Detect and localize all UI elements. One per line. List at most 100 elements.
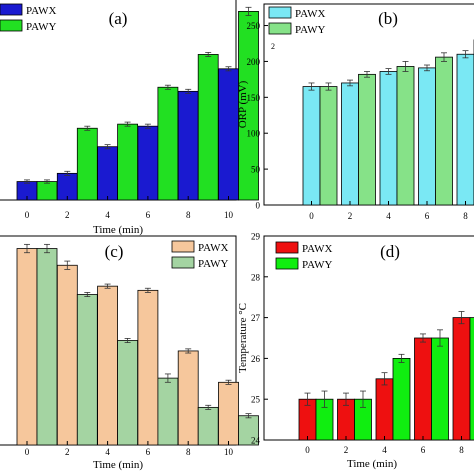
x-axis-label: Time (min) [347, 458, 397, 470]
y-tick-label: 25 [251, 395, 261, 405]
bar [76, 127, 98, 201]
legend-swatch [268, 6, 292, 19]
x-axis-label: Time (min) [93, 224, 143, 236]
bar [177, 350, 199, 446]
y-axis-label: Temperature °C [237, 303, 249, 373]
bar [319, 86, 338, 206]
chart-panel-1: 0 2 4 6 8 10 Time (min) (a) PAWX PAWY [0, 0, 259, 236]
legend-swatch [275, 257, 299, 270]
panel-label: (c) [105, 242, 124, 261]
y-axis-label: ORP (mV) [237, 80, 249, 128]
x-axis-label: Time (min) [93, 459, 143, 471]
x-tick-label: 4 [105, 210, 110, 220]
x-tick-label: 2 [65, 447, 70, 457]
x-tick-label: 0 [305, 445, 310, 455]
bar [218, 381, 239, 446]
bar [157, 377, 179, 446]
bar [137, 125, 159, 201]
y-tick-label: 27 [251, 313, 261, 323]
legend-label: PAWX [295, 8, 326, 20]
y-tick-label: 24 [251, 436, 261, 446]
bar [379, 71, 398, 206]
x-tick-label: 4 [386, 211, 391, 221]
x-tick-label: 10 [224, 447, 234, 457]
bar [16, 248, 38, 446]
bar [452, 317, 471, 441]
plot-frame [263, 235, 474, 441]
x-tick-label: 6 [146, 447, 151, 457]
x-tick-label: 6 [421, 445, 426, 455]
bar [97, 285, 118, 446]
x-tick-label: 6 [425, 211, 430, 221]
bar [117, 340, 138, 446]
legend-label: PAWY [26, 21, 57, 33]
legend-label: PAWX [26, 5, 57, 17]
legend-swatch [275, 241, 299, 254]
x-tick-label: 0 [25, 210, 30, 220]
y-tick-label: 28 [251, 272, 261, 282]
bar [358, 73, 376, 206]
bar [456, 53, 474, 206]
x-tick-label: 10 [224, 210, 234, 220]
chart-panel-2: 0 50 100 150 200 250 0 2 4 6 8 ORP (mV) (b) 2 PAWX PAWY [237, 3, 474, 221]
x-tick-label: 8 [463, 211, 468, 221]
x-tick-label: 0 [309, 211, 314, 221]
legend-swatch [0, 19, 23, 32]
bar [197, 54, 219, 201]
x-tick-label: 4 [105, 447, 110, 457]
annotation-text: 2 [271, 42, 275, 51]
x-tick-label: 2 [344, 445, 349, 455]
x-tick-label: 2 [65, 210, 70, 220]
bar [157, 86, 179, 201]
bar [177, 90, 199, 201]
bar [418, 67, 436, 206]
legend-swatch [171, 256, 195, 269]
x-tick-label: 4 [382, 445, 387, 455]
bar [56, 264, 78, 446]
bar [97, 146, 118, 201]
x-tick-label: 8 [186, 447, 191, 457]
x-tick-label: 6 [146, 210, 151, 220]
legend-label: PAWX [302, 243, 333, 255]
legend-label: PAWY [198, 258, 229, 270]
bar [469, 317, 474, 441]
legend-label: PAWY [295, 24, 326, 36]
y-tick-label: 100 [247, 129, 261, 139]
x-tick-label: 8 [459, 445, 464, 455]
bar [414, 337, 432, 441]
panel-label: (d) [380, 242, 400, 261]
y-tick-label: 0 [256, 201, 261, 211]
panel-label: (b) [378, 9, 398, 28]
bar [117, 123, 138, 201]
bar [36, 181, 58, 201]
bar [218, 68, 239, 201]
bar [431, 337, 449, 441]
bar [435, 56, 453, 206]
legend-swatch [171, 240, 195, 253]
bar [197, 406, 219, 446]
legend-label: PAWX [198, 242, 229, 254]
bar [76, 294, 98, 446]
y-tick-label: 200 [247, 57, 261, 67]
legend-swatch [268, 22, 292, 35]
panel-label: (a) [109, 9, 128, 28]
y-tick-label: 50 [251, 165, 261, 175]
y-tick-label: 29 [251, 232, 261, 242]
bar [341, 82, 359, 206]
y-tick-label: 150 [247, 93, 261, 103]
legend-swatch [0, 3, 23, 16]
x-tick-label: 2 [348, 211, 353, 221]
x-tick-label: 8 [186, 210, 191, 220]
bar [375, 378, 394, 441]
bar [36, 248, 58, 446]
bar [392, 357, 411, 441]
bar [137, 289, 159, 446]
bar [396, 66, 415, 206]
bar [302, 86, 321, 206]
y-tick-label: 26 [251, 354, 261, 364]
x-tick-label: 0 [25, 447, 30, 457]
y-tick-label: 250 [247, 21, 261, 31]
